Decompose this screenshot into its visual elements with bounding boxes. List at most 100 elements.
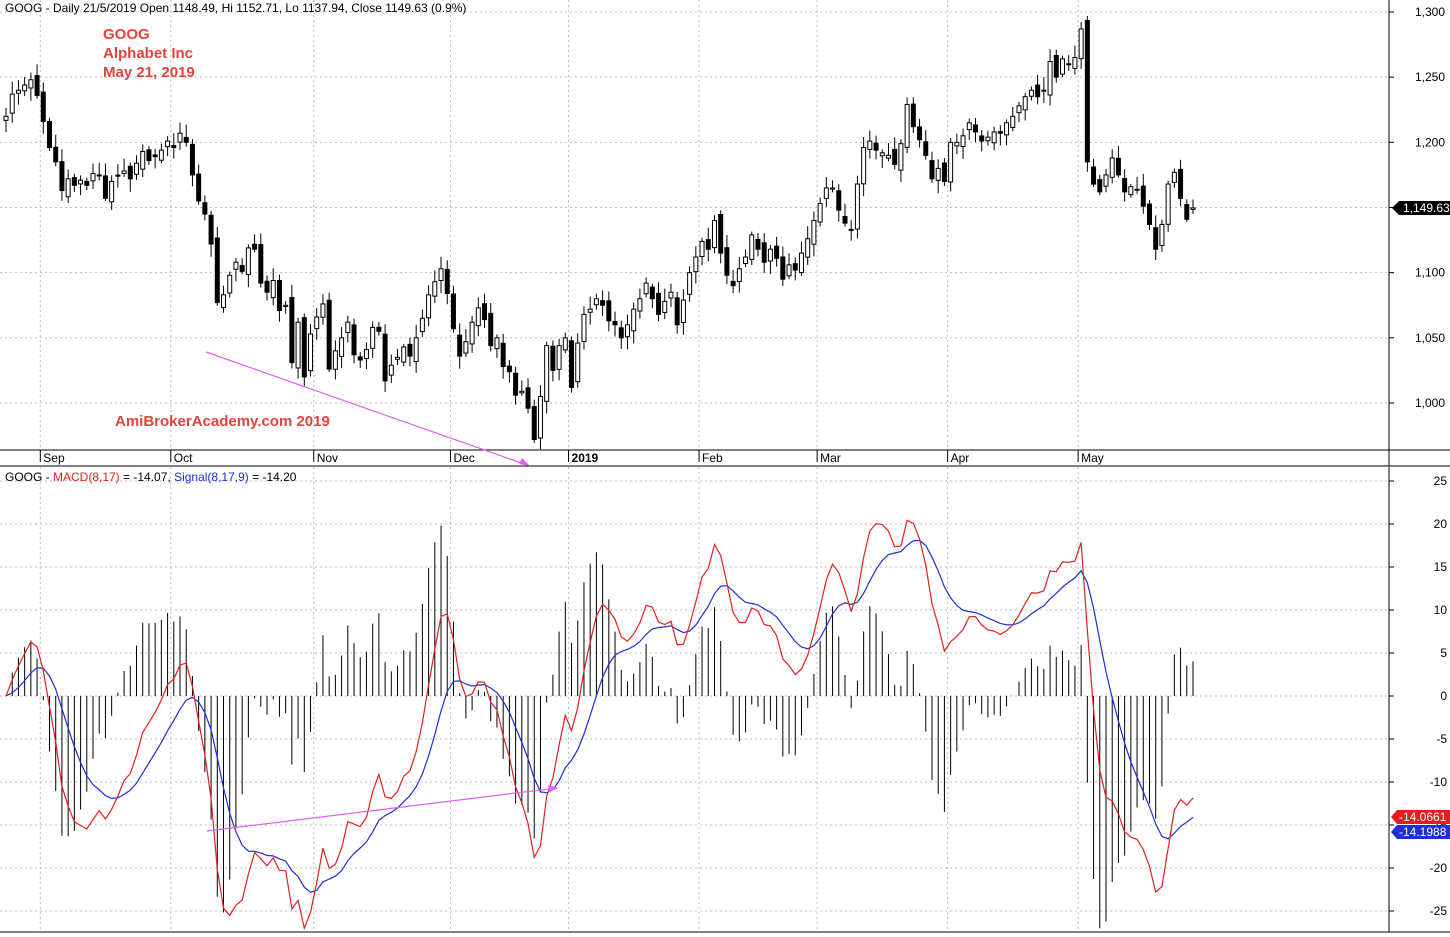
candle-body <box>519 390 525 394</box>
candle <box>270 268 276 306</box>
macd-last-tag: -14.0661 <box>1391 810 1450 824</box>
candle <box>705 227 711 262</box>
candle-body <box>910 103 916 128</box>
candle-body <box>78 179 84 185</box>
candle <box>991 126 997 151</box>
candle <box>1128 183 1134 198</box>
macd-ytick-label: -20 <box>1430 861 1448 875</box>
candle <box>457 323 463 369</box>
xtick-label: Nov <box>317 451 338 465</box>
candle-body <box>90 173 96 182</box>
candle-body <box>767 248 773 262</box>
candle <box>1178 159 1184 207</box>
candle-body <box>1084 20 1090 163</box>
candle <box>115 164 121 188</box>
candle <box>1184 199 1190 222</box>
signal-legend-value: = -14.20 <box>249 470 297 484</box>
candle-body <box>1122 178 1128 193</box>
candle-body <box>948 141 954 183</box>
candle-body <box>363 349 369 359</box>
lower-header-prefix: GOOG - <box>5 470 53 484</box>
candle-body <box>562 337 568 351</box>
candle <box>252 234 258 253</box>
candle-body <box>649 286 655 300</box>
candle-body <box>705 239 711 250</box>
candle <box>363 342 369 370</box>
candle <box>488 303 494 352</box>
candle-body <box>158 149 164 161</box>
xtick-label: Dec <box>453 451 474 465</box>
candle-body <box>326 299 332 370</box>
candle <box>102 163 108 202</box>
candle <box>1041 77 1047 103</box>
candle-body <box>463 341 469 354</box>
candle <box>388 354 394 383</box>
xtick-label: Mar <box>820 451 841 465</box>
candle <box>711 215 717 254</box>
candle-body <box>730 280 736 287</box>
candle-body <box>525 387 531 409</box>
candle-body <box>276 280 282 311</box>
candle <box>40 82 46 134</box>
signal-last-tag-box <box>1391 825 1450 839</box>
candle-body <box>376 326 382 332</box>
price-ytick-label: 1,000 <box>1415 396 1445 410</box>
candle <box>798 241 804 276</box>
candle <box>9 81 15 123</box>
candle-body <box>1041 89 1047 92</box>
price-divergence-arrowhead <box>519 458 530 466</box>
candle <box>637 288 643 319</box>
xtick-label: Oct <box>174 451 193 465</box>
candle-body <box>475 307 481 327</box>
candle-body <box>954 141 960 147</box>
macd-divergence-arrow <box>206 787 558 832</box>
price-ytick-label: 1,250 <box>1415 70 1445 84</box>
candle-body <box>711 220 717 249</box>
candle-body <box>985 136 991 142</box>
candle <box>171 133 177 159</box>
candle-body <box>867 140 873 150</box>
macd-ytick-label: 5 <box>1440 646 1447 660</box>
candle-body <box>1047 61 1053 96</box>
candle-body <box>40 91 46 122</box>
price-ytick-label: 1,200 <box>1415 135 1445 149</box>
candle-body <box>668 291 674 299</box>
candle <box>1047 49 1053 106</box>
xtick-label: Feb <box>702 451 723 465</box>
candle <box>264 275 270 301</box>
candle-body <box>1115 157 1121 176</box>
candle <box>276 274 282 322</box>
candle <box>525 378 531 414</box>
candle-body <box>233 261 239 270</box>
candle <box>1097 174 1103 196</box>
macd-ytick-label: 25 <box>1434 474 1448 488</box>
candle-body <box>395 356 401 360</box>
candle <box>556 338 562 381</box>
candle <box>1035 74 1041 105</box>
candle <box>1066 55 1072 71</box>
candle <box>177 122 183 150</box>
upper-chart-header: GOOG - Daily 21/5/2019 Open 1148.49, Hi … <box>5 1 466 15</box>
candle <box>767 244 773 274</box>
candle-body <box>556 345 562 370</box>
signal-legend-label: Signal(8,17,9) <box>174 470 249 484</box>
candle <box>600 290 606 316</box>
candle <box>239 258 245 275</box>
candle <box>811 211 817 257</box>
candle-body <box>102 175 108 199</box>
candle <box>500 333 506 379</box>
candle-body <box>693 256 699 273</box>
candle <box>357 352 363 368</box>
candle-body <box>9 93 15 114</box>
candle-body <box>245 247 251 275</box>
candle <box>1022 92 1028 121</box>
candle <box>923 130 929 160</box>
candle-body <box>1159 223 1165 246</box>
candle-body <box>388 364 394 376</box>
candle <box>15 80 21 105</box>
candle-body <box>687 272 693 295</box>
candle <box>755 233 761 257</box>
candle-body <box>419 317 425 332</box>
xtick-label: Sep <box>43 451 65 465</box>
xtick-label: 2019 <box>572 451 599 465</box>
